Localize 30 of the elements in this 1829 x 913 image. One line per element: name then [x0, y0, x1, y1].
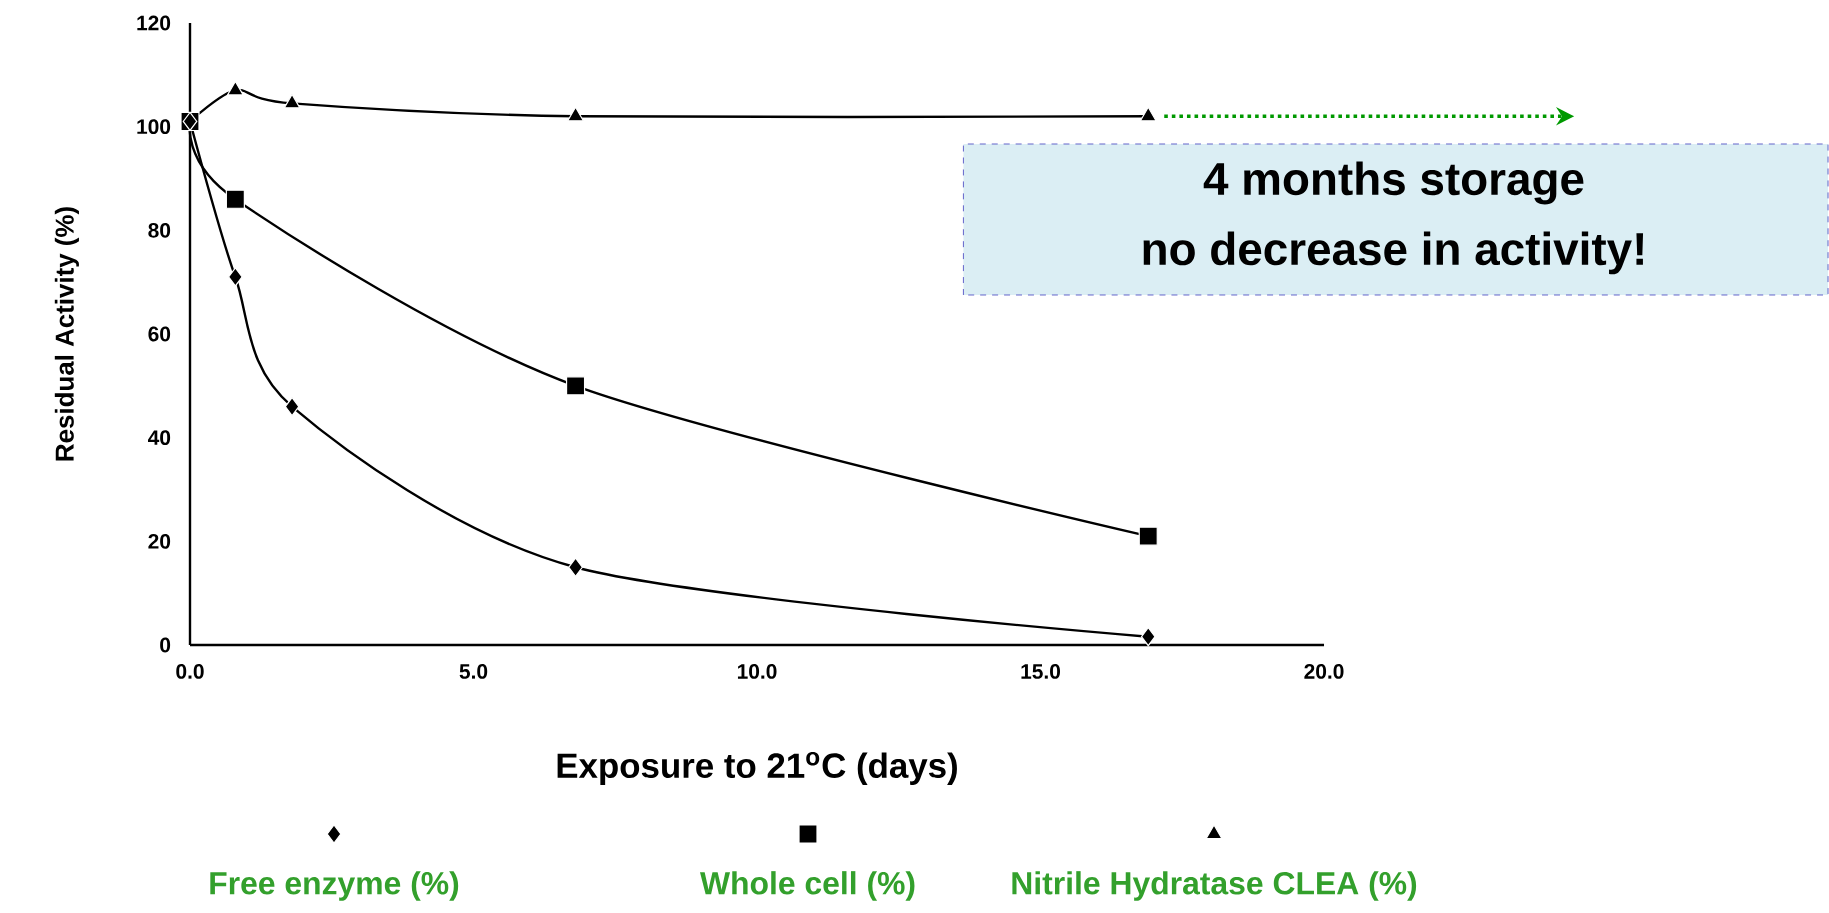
point	[284, 396, 300, 417]
x-tick-label: 15.0	[1021, 664, 1061, 679]
x-tick-label: 10.0	[737, 664, 777, 679]
point	[226, 80, 244, 96]
x-tick-label: 5.0	[459, 664, 488, 679]
x-tick-label: 20.0	[1304, 664, 1344, 679]
point	[565, 376, 586, 396]
annotation: no decrease in activity!	[1143, 231, 1644, 275]
point	[1139, 106, 1157, 122]
point	[1138, 526, 1158, 546]
point	[283, 93, 301, 109]
point	[225, 189, 245, 209]
y-tick-label: 60	[148, 326, 171, 342]
x-axis-title: Exposure to 21$^{o}$C (days)	[557, 752, 957, 785]
y-axis-title: Residual Activity (%)	[54, 207, 79, 461]
point	[1140, 627, 1156, 647]
y-tick-label: 0	[160, 637, 171, 653]
y-tick-label: 40	[148, 430, 171, 446]
legend-label: Whole cell (%)	[699, 871, 915, 901]
legend-label: Nitrile Hydratase CLEA (%)	[1012, 871, 1417, 901]
x-tick-label: 0.0	[176, 664, 204, 679]
annotation: 4 months storage	[1203, 161, 1584, 205]
point	[567, 106, 584, 122]
y-tick-label: 120	[137, 15, 171, 31]
legend-label: Free enzyme (%)	[210, 871, 459, 901]
point	[228, 267, 243, 287]
y-tick-label: 20	[148, 533, 171, 549]
y-tick-label: 80	[148, 222, 171, 238]
point	[568, 557, 583, 577]
y-tick-label: 100	[137, 119, 171, 135]
